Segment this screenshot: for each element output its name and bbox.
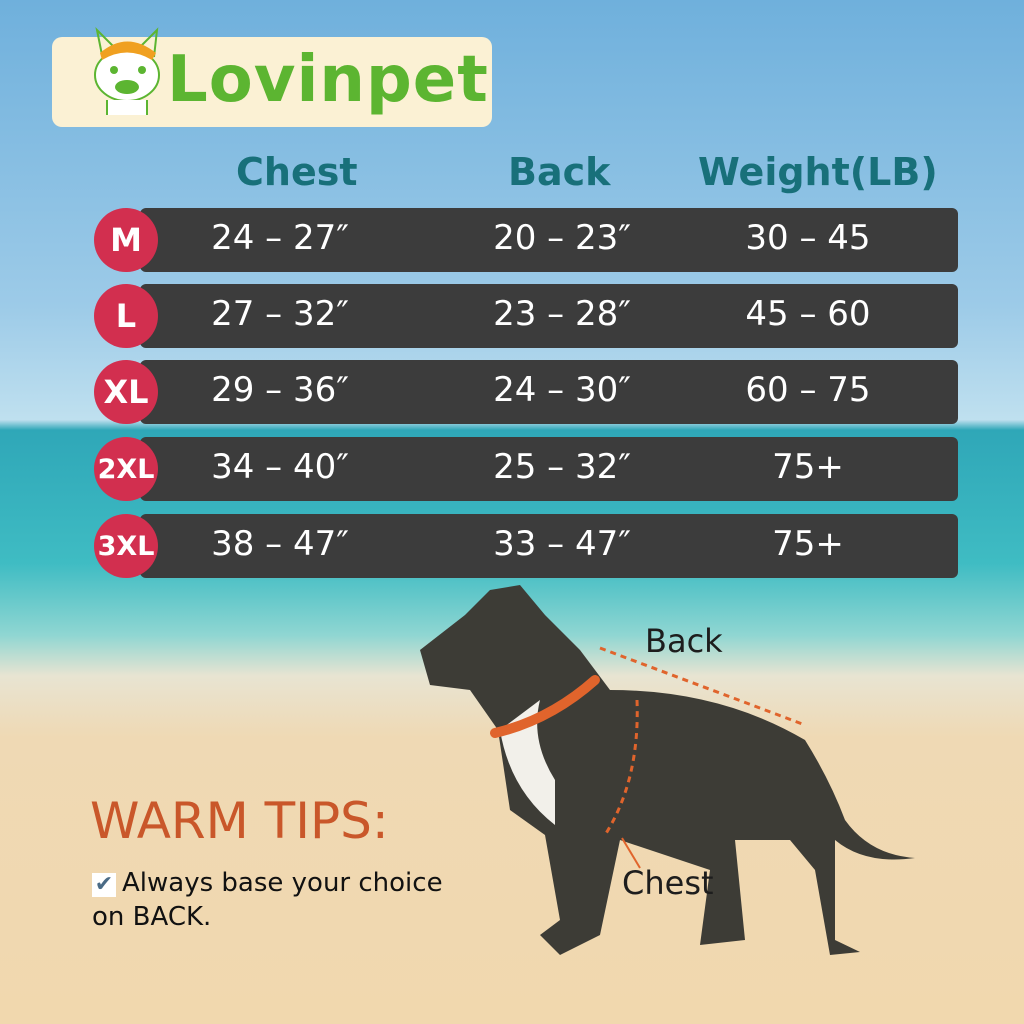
weight-value: 75+ — [772, 524, 844, 564]
tip-item: ✔ Always base your choice on BACK. — [92, 866, 482, 934]
dog-body — [420, 585, 915, 955]
weight-value: 60 – 75 — [745, 370, 871, 410]
size-badge: 2XL — [94, 437, 158, 501]
back-value: 20 – 23″ — [493, 218, 631, 258]
chest-value: 34 – 40″ — [211, 447, 349, 487]
brand-name: Lovinpet — [167, 43, 489, 117]
back-measure-line — [599, 646, 806, 727]
weight-value: 45 – 60 — [745, 294, 871, 334]
weight-value: 75+ — [772, 447, 844, 487]
size-row: 3XL 38 – 47″ 33 – 47″ 75+ — [94, 514, 958, 578]
collar — [490, 675, 600, 738]
tips-title: WARM TIPS: — [90, 792, 389, 850]
brand-logo: Lovinpet — [52, 26, 492, 127]
size-badge: 3XL — [94, 514, 158, 578]
back-value: 24 – 30″ — [493, 370, 631, 410]
chest-label: Chest — [622, 864, 714, 902]
header-chest: Chest — [236, 150, 358, 194]
check-icon: ✔ — [92, 873, 116, 897]
header-weight: Weight(LB) — [698, 150, 938, 194]
back-value: 23 – 28″ — [493, 294, 631, 334]
chest-value: 38 – 47″ — [211, 524, 349, 564]
chest-value: 27 – 32″ — [211, 294, 349, 334]
weight-value: 30 – 45 — [745, 218, 871, 258]
size-row: M 24 – 27″ 20 – 23″ 30 – 45 — [94, 208, 958, 272]
header-back: Back — [508, 150, 611, 194]
back-label: Back — [645, 622, 723, 660]
dog-mascot-icon — [94, 26, 160, 115]
size-badge: M — [94, 208, 158, 272]
size-badge: XL — [94, 360, 158, 424]
chest-pointer — [621, 837, 641, 869]
back-value: 33 – 47″ — [493, 524, 631, 564]
size-row: L 27 – 32″ 23 – 28″ 45 – 60 — [94, 284, 958, 348]
chest-value: 29 – 36″ — [211, 370, 349, 410]
tip-text: Always base your choice on BACK. — [92, 868, 443, 932]
size-badge: L — [94, 284, 158, 348]
size-row: 2XL 34 – 40″ 25 – 32″ 75+ — [94, 437, 958, 501]
size-row: XL 29 – 36″ 24 – 30″ 60 – 75 — [94, 360, 958, 424]
chest-value: 24 – 27″ — [211, 218, 349, 258]
chest-measure-line — [603, 699, 639, 836]
back-value: 25 – 32″ — [493, 447, 631, 487]
